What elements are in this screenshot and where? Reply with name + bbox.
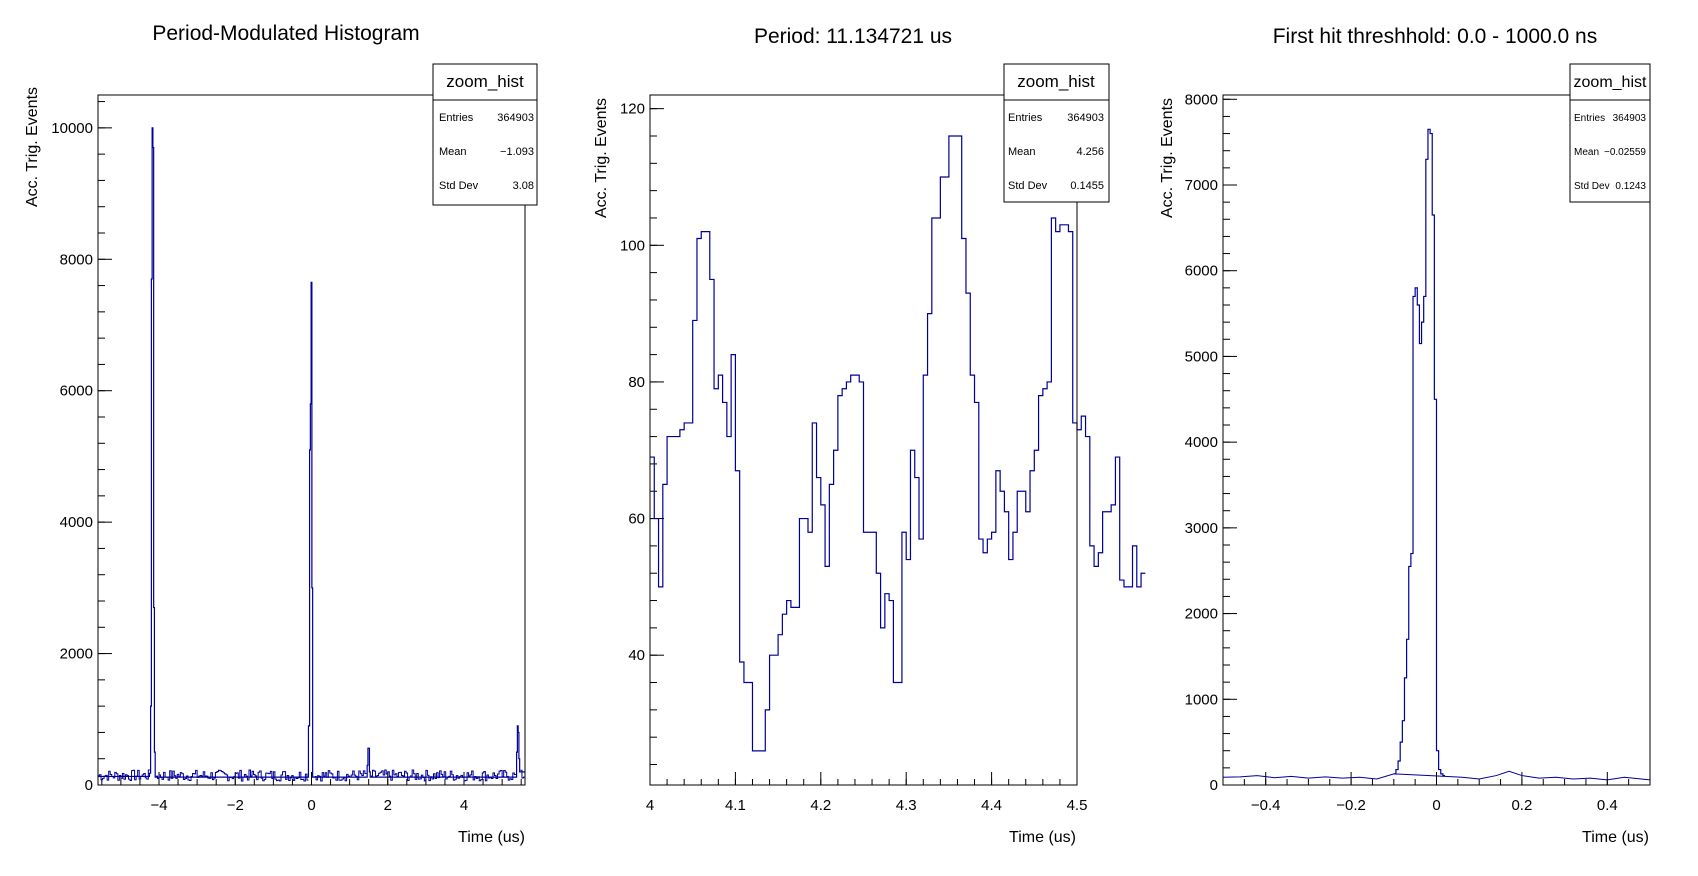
y-tick-label: 4000 [60,514,93,531]
histogram-noise-baseline [98,769,525,782]
y-tick-label: 10000 [51,120,93,137]
stats-std-label-2: Std Dev [1008,180,1048,192]
stats-box-name-3: zoom_hist [1574,74,1647,91]
stats-std-label-1: Std Dev [439,180,479,192]
y-tick-label: 5000 [1185,348,1218,365]
series-2 [650,135,1146,752]
x-tick-label: 0.4 [1597,797,1618,814]
panel-1: Period-Modulated Histogram Acc. Trig. Ev… [24,22,538,846]
x-tick-label: 4.5 [1067,797,1088,814]
plot-frame-2 [649,94,1078,786]
histogram-series-line [650,135,1146,752]
histogram-series-line [98,127,525,778]
y-tick-label: 3000 [1185,520,1218,537]
y-axis-label-2: Acc. Trig. Events [593,98,610,218]
x-axis-label-2: Time (us) [1009,829,1076,846]
x-tick-label: 4 [646,797,654,814]
stats-entries-value-3: 364903 [1613,113,1647,124]
stats-std-label-3: Std Dev [1574,181,1610,192]
plot-frame-1 [97,94,526,786]
stats-mean-label-2: Mean [1008,146,1036,158]
x-tick-label: 4.1 [725,797,746,814]
ticks-1: −4 −2 0 2 4 0 2000 4000 6000 8000 10000 [51,101,522,814]
chart-title-1: Period-Modulated Histogram [152,22,419,45]
x-tick-label: 0 [307,797,315,814]
y-tick-label: 8000 [60,251,93,268]
y-tick-label: 7000 [1185,177,1218,194]
x-axis-label-3: Time (us) [1582,829,1649,846]
y-tick-label: 80 [628,374,645,391]
stats-entries-label-1: Entries [439,112,474,124]
x-tick-label: 4 [460,797,468,814]
stats-mean-value-2: 4.256 [1076,146,1104,158]
y-tick-label: 100 [620,237,645,254]
ticks-2: 4 4.1 4.2 4.3 4.4 4.5 40 60 80 100 120 [620,101,1087,814]
y-axis-label-3: Acc. Trig. Events [1159,98,1176,218]
stats-entries-label-2: Entries [1008,112,1043,124]
chart-title-2: Period: 11.134721 us [754,25,952,48]
stats-box-2: zoom_hist Entries 364903 Mean 4.256 Std … [1003,63,1110,203]
x-tick-label: −0.2 [1336,797,1366,814]
x-axis-label-1: Time (us) [458,829,525,846]
histogram-baseline [1222,770,1651,781]
x-tick-label: 4.3 [896,797,917,814]
stats-entries-value-1: 364903 [497,112,534,124]
stats-box-1: zoom_hist Entries 364903 Mean −1.093 Std… [432,63,538,206]
stats-entries-value-2: 364903 [1067,112,1104,124]
stats-box-name-2: zoom_hist [1017,72,1095,91]
series-3 [1222,128,1651,781]
stats-box-3: zoom_hist Entries 364903 Mean −0.02559 S… [1569,63,1651,203]
series-1 [98,127,525,782]
y-tick-label: 0 [85,777,93,794]
x-tick-label: −4 [150,797,167,814]
stats-box-frame-1 [432,63,538,206]
stats-mean-label-1: Mean [439,146,467,158]
y-tick-label: 8000 [1185,91,1218,108]
stats-std-value-3: 0.1243 [1615,181,1646,192]
y-tick-label: 2000 [60,646,93,663]
y-tick-label: 1000 [1185,691,1218,708]
stats-mean-label-3: Mean [1574,147,1599,158]
y-tick-label: 4000 [1185,434,1218,451]
y-axis-label-1: Acc. Trig. Events [24,87,41,207]
stats-std-value-1: 3.08 [513,180,534,192]
x-tick-label: 4.2 [810,797,831,814]
stats-mean-value-3: −0.02559 [1604,147,1646,158]
y-tick-label: 40 [628,647,645,664]
y-tick-label: 0 [1210,777,1218,794]
y-tick-label: 2000 [1185,606,1218,623]
chart-title-3: First hit threshhold: 0.0 - 1000.0 ns [1273,25,1598,48]
histogram-series-line [1393,128,1446,777]
y-tick-label: 6000 [60,383,93,400]
x-tick-label: −0.4 [1251,797,1281,814]
plot-frame-3 [1222,94,1651,786]
y-tick-label: 60 [628,511,645,528]
stats-entries-label-3: Entries [1574,113,1605,124]
y-tick-label: 6000 [1185,263,1218,280]
x-tick-label: 2 [384,797,392,814]
stats-std-value-2: 0.1455 [1070,180,1104,192]
ticks-3: −0.4 −0.2 0 0.2 0.4 0 1000 2000 3000 4000 5000 6000… [1185,91,1651,814]
panel-2: Period: 11.134721 us Acc. Trig. Events T… [593,25,1146,846]
x-tick-label: −2 [227,797,244,814]
stats-box-name-1: zoom_hist [446,72,524,91]
x-tick-label: 4.4 [981,797,1002,814]
stats-box-frame-2 [1003,63,1110,203]
panel-3: First hit threshhold: 0.0 - 1000.0 ns Ac… [1159,25,1651,846]
stats-box-frame-3 [1569,63,1651,203]
x-tick-label: 0.2 [1511,797,1532,814]
stats-mean-value-1: −1.093 [500,146,534,158]
x-tick-label: 0 [1432,797,1440,814]
y-tick-label: 120 [620,101,645,118]
